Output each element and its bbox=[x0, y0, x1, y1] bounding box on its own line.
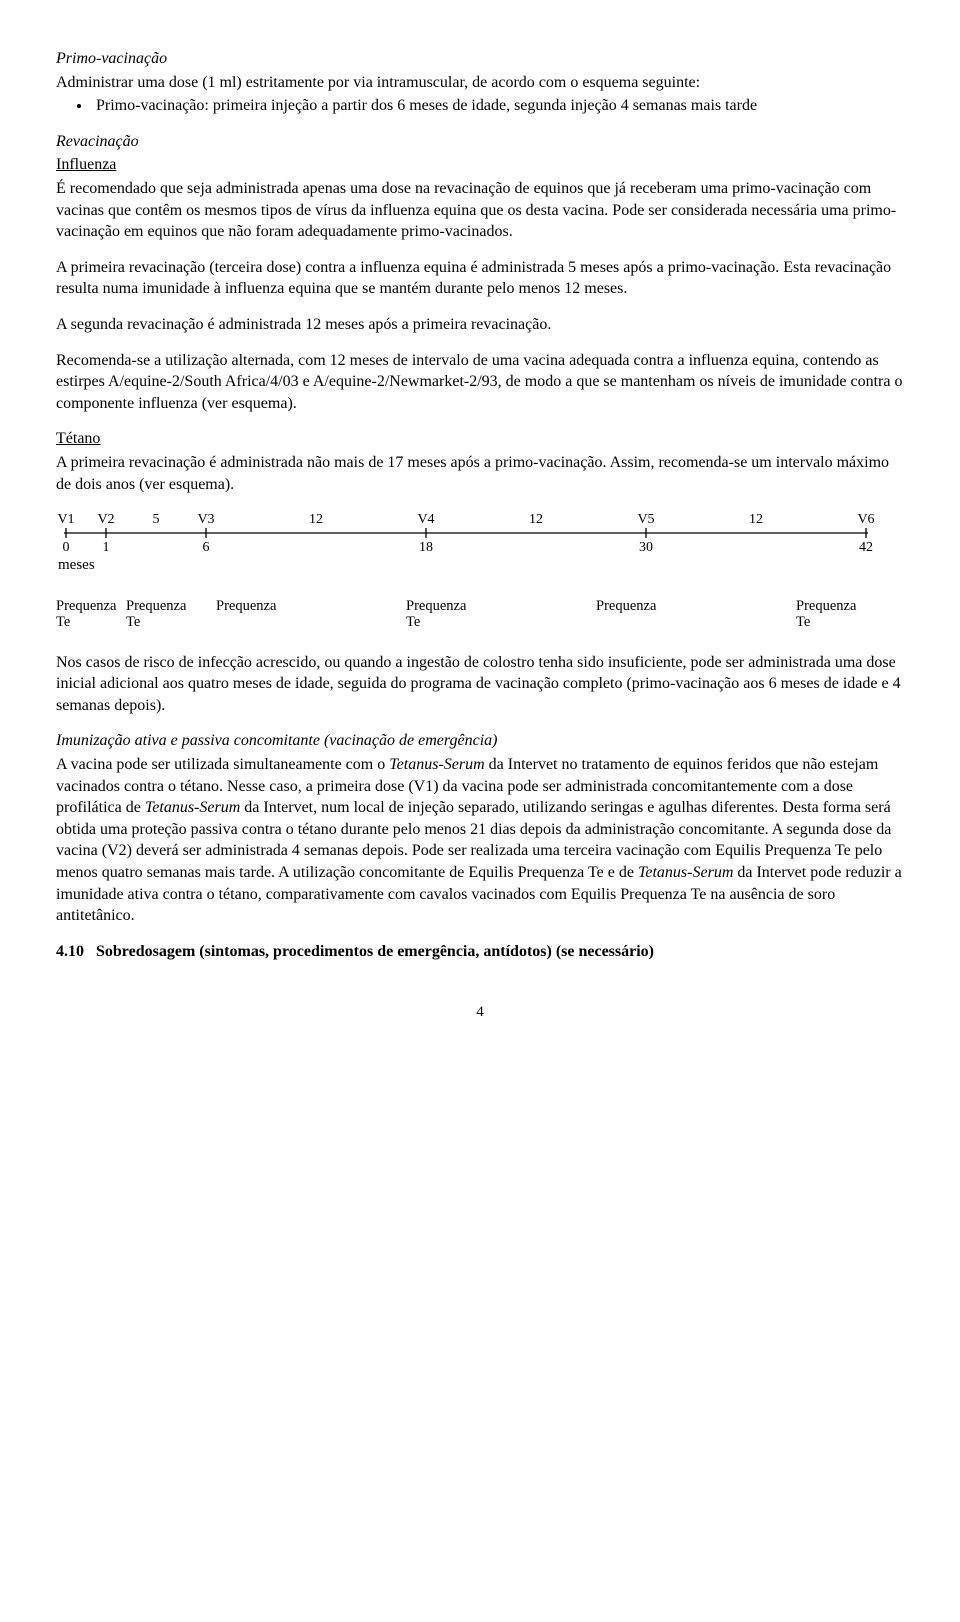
bullet-list: Primo-vacinação: primeira injeção a part… bbox=[56, 95, 904, 117]
tetanus-serum: Tetanus-Serum bbox=[389, 756, 484, 773]
svg-text:6: 6 bbox=[203, 540, 210, 555]
timeline-product-label: Prequenza Te bbox=[796, 598, 866, 631]
timeline-product-labels: Prequenza TePrequenza TePrequenzaPrequen… bbox=[56, 598, 886, 634]
svg-text:12: 12 bbox=[309, 512, 323, 527]
meses-label: meses bbox=[58, 555, 95, 575]
svg-text:V3: V3 bbox=[197, 512, 214, 527]
timeline-product-label: Prequenza Te bbox=[56, 598, 126, 631]
heading-influenza: Influenza bbox=[56, 156, 116, 173]
svg-text:V5: V5 bbox=[637, 512, 654, 527]
section-number: 4.10 bbox=[56, 943, 84, 960]
svg-text:30: 30 bbox=[639, 540, 653, 555]
heading-revacinacao: Revacinação bbox=[56, 131, 904, 153]
p-influenza-1: É recomendado que seja administrada apen… bbox=[56, 178, 904, 243]
timeline-product-label: Prequenza Te bbox=[406, 598, 476, 631]
p-imunizacao: A vacina pode ser utilizada simultaneame… bbox=[56, 754, 904, 927]
svg-text:42: 42 bbox=[859, 540, 873, 555]
timeline-diagram: V1 0 V2 1 V3 6 V4 18 V5 30 V6 42 5 12 12 12 meses bbox=[56, 509, 904, 592]
p-influenza-4: Recomenda-se a utilização alternada, com… bbox=[56, 350, 904, 415]
text: A vacina pode ser utilizada simultaneame… bbox=[56, 756, 389, 773]
svg-text:0: 0 bbox=[63, 540, 70, 555]
section-title: Sobredosagem (sintomas, procedimentos de… bbox=[96, 943, 654, 960]
heading-imunizacao: Imunização ativa e passiva concomitante … bbox=[56, 730, 904, 752]
svg-text:V1: V1 bbox=[57, 512, 74, 527]
svg-text:12: 12 bbox=[529, 512, 543, 527]
p-administrar: Administrar uma dose (1 ml) estritamente… bbox=[56, 72, 904, 94]
timeline-product-label: Prequenza bbox=[596, 598, 666, 615]
svg-text:12: 12 bbox=[749, 512, 763, 527]
svg-text:1: 1 bbox=[103, 540, 110, 555]
p-influenza-2: A primeira revacinação (terceira dose) c… bbox=[56, 257, 904, 300]
tetanus-serum: Tetanus-Serum bbox=[638, 864, 733, 881]
svg-text:V6: V6 bbox=[857, 512, 874, 527]
timeline-product-label: Prequenza bbox=[216, 598, 286, 615]
p-casos-risco: Nos casos de risco de infecção acrescido… bbox=[56, 652, 904, 717]
tetanus-serum: Tetanus-Serum bbox=[145, 799, 240, 816]
svg-text:18: 18 bbox=[419, 540, 433, 555]
p-influenza-3: A segunda revacinação é administrada 12 … bbox=[56, 314, 904, 336]
heading-tetano: Tétano bbox=[56, 430, 100, 447]
bullet-item: Primo-vacinação: primeira injeção a part… bbox=[92, 95, 904, 117]
svg-text:V4: V4 bbox=[417, 512, 434, 527]
svg-text:5: 5 bbox=[153, 512, 160, 527]
section-heading-410: 4.10 Sobredosagem (sintomas, procediment… bbox=[56, 941, 904, 963]
timeline-svg: V1 0 V2 1 V3 6 V4 18 V5 30 V6 42 5 12 12 12 bbox=[56, 509, 886, 555]
p-tetano-1: A primeira revacinação é administrada nã… bbox=[56, 452, 904, 495]
heading-primo: Primo-vacinação bbox=[56, 48, 904, 70]
svg-text:V2: V2 bbox=[97, 512, 114, 527]
timeline-product-label: Prequenza Te bbox=[126, 598, 196, 631]
page-number: 4 bbox=[56, 1002, 904, 1022]
